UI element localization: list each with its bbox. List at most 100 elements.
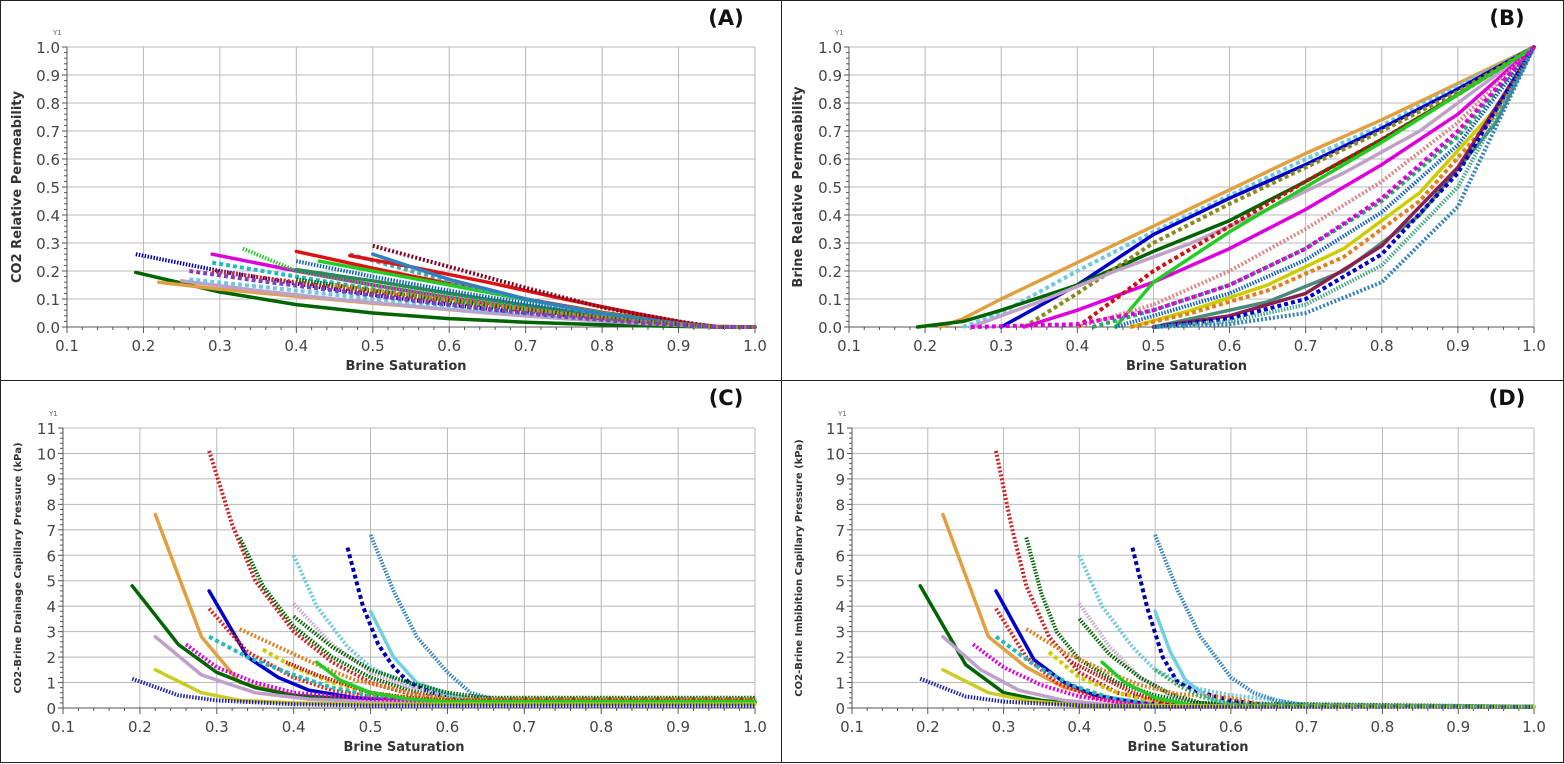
y-tick-label: 0.8 [818,95,842,113]
y-axis-tag: Y1 [48,410,58,418]
y-tick-label: 10 [37,445,56,463]
series-line-s8 [1076,45,1536,329]
y-tick-label: 3 [46,624,56,642]
y-tick-label: 1.0 [818,39,842,57]
y-tick-label: 10 [826,445,845,463]
x-tick-label: 0.5 [1142,337,1166,355]
series-line-s10 [1076,45,1536,329]
series-line-s7 [1022,45,1536,329]
panel-d: 0.1 0.2 0.3 0.4 0.5 0.6 0.7 0.8 0.9 1.0 0 1 2 3 4 5 6 7 8 9… [781,380,1564,763]
panel-label: (C) [709,386,744,410]
x-tick-label: 0.9 [1446,718,1470,736]
x-tick-label: 0.8 [590,337,614,355]
x-tick-label: 0.4 [282,718,306,736]
x-tick-label: 0.6 [437,337,461,355]
series-line-s1 [207,450,755,703]
y-tick-label: 0.4 [36,207,60,225]
y-tick-label: 0.5 [36,179,60,197]
series-group [130,450,757,708]
y-axis-tag: Y1 [52,29,62,37]
y-tick-label: 6 [46,547,56,565]
series-line-s1 [994,450,1535,709]
y-tick-label: 0.1 [818,291,842,309]
y-axis-title: CO2-Brine Imbibition Capillary Pressure … [794,439,805,696]
x-tick-label: 0.6 [1218,337,1242,355]
x-tick-label: 0.3 [989,337,1013,355]
series-line-s5 [345,547,755,703]
x-tick-label: 0.7 [1295,718,1319,736]
x-tick-label: 0.6 [436,718,460,736]
panel-c: 0.1 0.2 0.3 0.4 0.5 0.6 0.7 0.8 0.9 1.0 0 1 2 3 4 5 6 7 8 9… [0,380,783,763]
y-axis-title: CO2 Relative Permeability [10,90,25,282]
x-tick-label: 0.2 [128,718,152,736]
y-tick-label: 0 [46,700,56,718]
x-tick-label: 0.5 [361,337,385,355]
series-line-s2 [153,512,757,705]
chart-d: 0.1 0.2 0.3 0.4 0.5 0.6 0.7 0.8 0.9 1.0 0 1 2 3 4 5 6 7 8 9… [794,386,1546,755]
y-tick-label: 2 [46,649,56,667]
y-tick-label: 0.4 [818,207,842,225]
y-tick-label: 0.3 [36,235,60,253]
x-tick-label: 1.0 [1522,718,1546,736]
panel-label: (A) [708,6,743,30]
series-line-s13 [238,627,755,702]
x-tick-label: 0.8 [1371,718,1395,736]
y-tick-label: 0.7 [36,123,60,141]
series-line-s14 [208,634,755,703]
x-tick-label: 0.8 [589,718,613,736]
series-line-s7 [130,584,757,705]
x-tick-label: 0.6 [1219,718,1243,736]
y-tick-label: 0.1 [36,291,60,309]
x-tick-label: 0.3 [205,718,229,736]
y-axis-tag: Y1 [834,29,844,37]
series-line-s12 [292,614,755,700]
y-tick-label: 5 [835,573,845,591]
y-tick-label: 0.0 [818,319,842,337]
series-line-s3 [135,252,755,329]
series-line-s1 [938,45,1536,329]
y-axis-title: Brine Relative Permeability [791,86,806,288]
y-tick-label: 5 [46,573,56,591]
x-tick-label: 1.0 [743,337,767,355]
y-tick-label: 7 [46,522,56,540]
series-line-s19 [334,283,755,329]
y-tick-label: 3 [835,624,845,642]
x-tick-label: 0.3 [208,337,232,355]
y-tick-label: 6 [835,547,845,565]
x-tick-label: 0.1 [51,718,75,736]
x-tick-label: 0.2 [916,718,940,736]
y-tick-label: 1 [46,675,56,693]
panel-label: (B) [1489,6,1524,30]
panel-b: 0.1 0.2 0.3 0.4 0.5 0.6 0.7 0.8 0.9 1.0 0.0 0.1 0.2 0… [781,0,1564,382]
series-line-s17 [1047,650,1535,709]
gridlines [851,427,1535,709]
y-tick-label: 0.2 [818,263,842,281]
series-line-s20 [970,45,1536,329]
series-line-s6 [1153,534,1535,709]
series-group [915,45,1536,329]
x-tick-label: 0.1 [840,718,864,736]
y-tick-label: 0.3 [818,235,842,253]
x-tick-label: 0.7 [512,718,536,736]
series-line-s21 [131,676,755,708]
series-line-s3 [999,45,1536,329]
series-line-s19 [314,660,757,704]
x-tick-label: 0.8 [1370,337,1394,355]
series-line-s9 [1113,45,1536,329]
y-axis-tag: Y1 [837,410,847,418]
series-line-s20 [189,269,755,329]
series-line-s6 [368,534,755,702]
y-tick-label: 11 [826,420,845,438]
y-tick-label: 0.6 [818,151,842,169]
series-line-s19 [1100,660,1536,709]
y-tick-label: 2 [835,649,845,667]
series-line-s18 [285,660,755,703]
x-tick-label: 1.0 [743,718,767,736]
series-line-s16 [1151,45,1536,329]
x-tick-label: 0.7 [1294,337,1318,355]
y-tick-label: 8 [46,496,56,514]
x-tick-label: 1.0 [1522,337,1546,355]
series-line-s12 [1114,45,1536,329]
series-line-s18 [1153,46,1536,329]
series-line-s17 [1153,45,1536,329]
